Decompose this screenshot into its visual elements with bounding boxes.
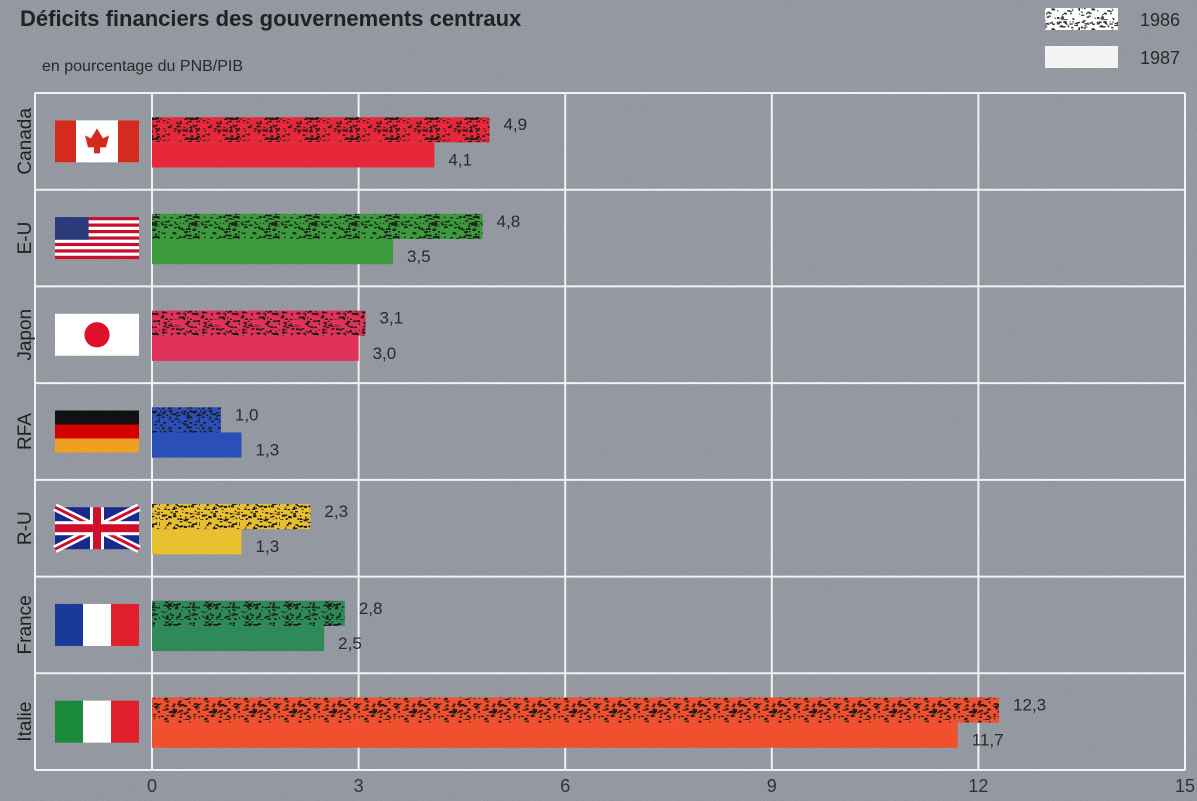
value-label: 11,7: [972, 731, 1004, 750]
flag-part: [55, 217, 139, 221]
flag: [55, 120, 139, 163]
flag-part: [55, 229, 139, 234]
category-label: RFA: [15, 413, 36, 450]
value-label: 4,9: [503, 115, 527, 134]
value-label: 1,3: [256, 537, 280, 556]
flag: [55, 313, 139, 356]
bar: [152, 600, 345, 626]
legend-swatch: [1045, 8, 1118, 30]
value-label: 4,8: [497, 212, 521, 231]
flag-part: [55, 246, 139, 250]
flag-part: [55, 410, 139, 425]
x-tick-label: 9: [767, 776, 777, 796]
flag: [55, 603, 139, 646]
flag-part: [55, 424, 139, 439]
value-label: 1,0: [235, 405, 259, 424]
flag-part: [55, 233, 139, 237]
value-label: 1,3: [256, 441, 280, 460]
bar: [152, 213, 483, 240]
bar: [152, 335, 359, 361]
flag-part: [55, 120, 76, 163]
flag-part: [55, 255, 139, 260]
flag-part: [55, 220, 139, 224]
category-label: Italie: [15, 702, 36, 742]
category-label: E-U: [15, 222, 36, 255]
bar: [152, 117, 490, 143]
x-tick-label: 15: [1175, 776, 1195, 796]
flag: [53, 503, 141, 553]
legend-swatch: [1045, 46, 1118, 68]
value-label: 3,5: [407, 247, 431, 266]
flag-part: [55, 438, 139, 453]
legend-label: 1987: [1140, 48, 1180, 68]
x-tick-label: 0: [147, 776, 157, 796]
flag-part: [55, 524, 139, 533]
value-label: 4,1: [448, 150, 472, 169]
x-tick-label: 6: [560, 776, 570, 796]
value-label: 2,8: [359, 599, 383, 618]
bar: [152, 407, 221, 433]
bar: [152, 310, 366, 336]
bar: [152, 697, 1000, 723]
flag-part: [83, 603, 111, 646]
flag-part: [55, 603, 83, 646]
x-tick-label: 3: [354, 776, 364, 796]
chart-subtitle: en pourcentage du PNB/PIB: [42, 58, 243, 75]
legend-label: 1986: [1140, 10, 1180, 30]
category-label: R-U: [15, 511, 36, 545]
chart-title: Déficits financiers des gouvernements ce…: [20, 6, 522, 31]
flag-part: [84, 322, 110, 348]
category-label: France: [15, 595, 36, 654]
x-tick-label: 12: [968, 776, 988, 796]
value-label: 12,3: [1013, 696, 1046, 715]
flag: [55, 700, 139, 743]
flag-part: [83, 700, 111, 743]
bar: [152, 239, 394, 265]
flag: [55, 410, 139, 453]
flag: [55, 217, 139, 260]
flag-part: [118, 120, 139, 163]
value-label: 2,5: [338, 634, 362, 653]
bar: [152, 722, 958, 748]
bar: [152, 529, 242, 555]
flag-part: [55, 223, 139, 227]
flag-part: [85, 128, 109, 154]
flag-part: [55, 236, 139, 240]
flag-part: [55, 242, 139, 247]
flag-part: [55, 252, 139, 256]
category-label: Canada: [15, 108, 36, 175]
flag-part: [55, 700, 83, 743]
flag-part: [111, 603, 139, 646]
flag-part: [55, 239, 139, 243]
flag-part: [55, 217, 89, 240]
category-label: Japon: [15, 309, 36, 361]
value-label: 3,0: [373, 344, 397, 363]
value-label: 2,3: [324, 502, 348, 521]
bar: [152, 142, 435, 168]
flag-part: [111, 700, 139, 743]
flag-part: [55, 226, 139, 230]
bar: [152, 625, 325, 652]
value-label: 3,1: [379, 309, 403, 328]
bar: [152, 504, 311, 530]
flag-part: [55, 249, 139, 253]
bar: [152, 432, 242, 458]
